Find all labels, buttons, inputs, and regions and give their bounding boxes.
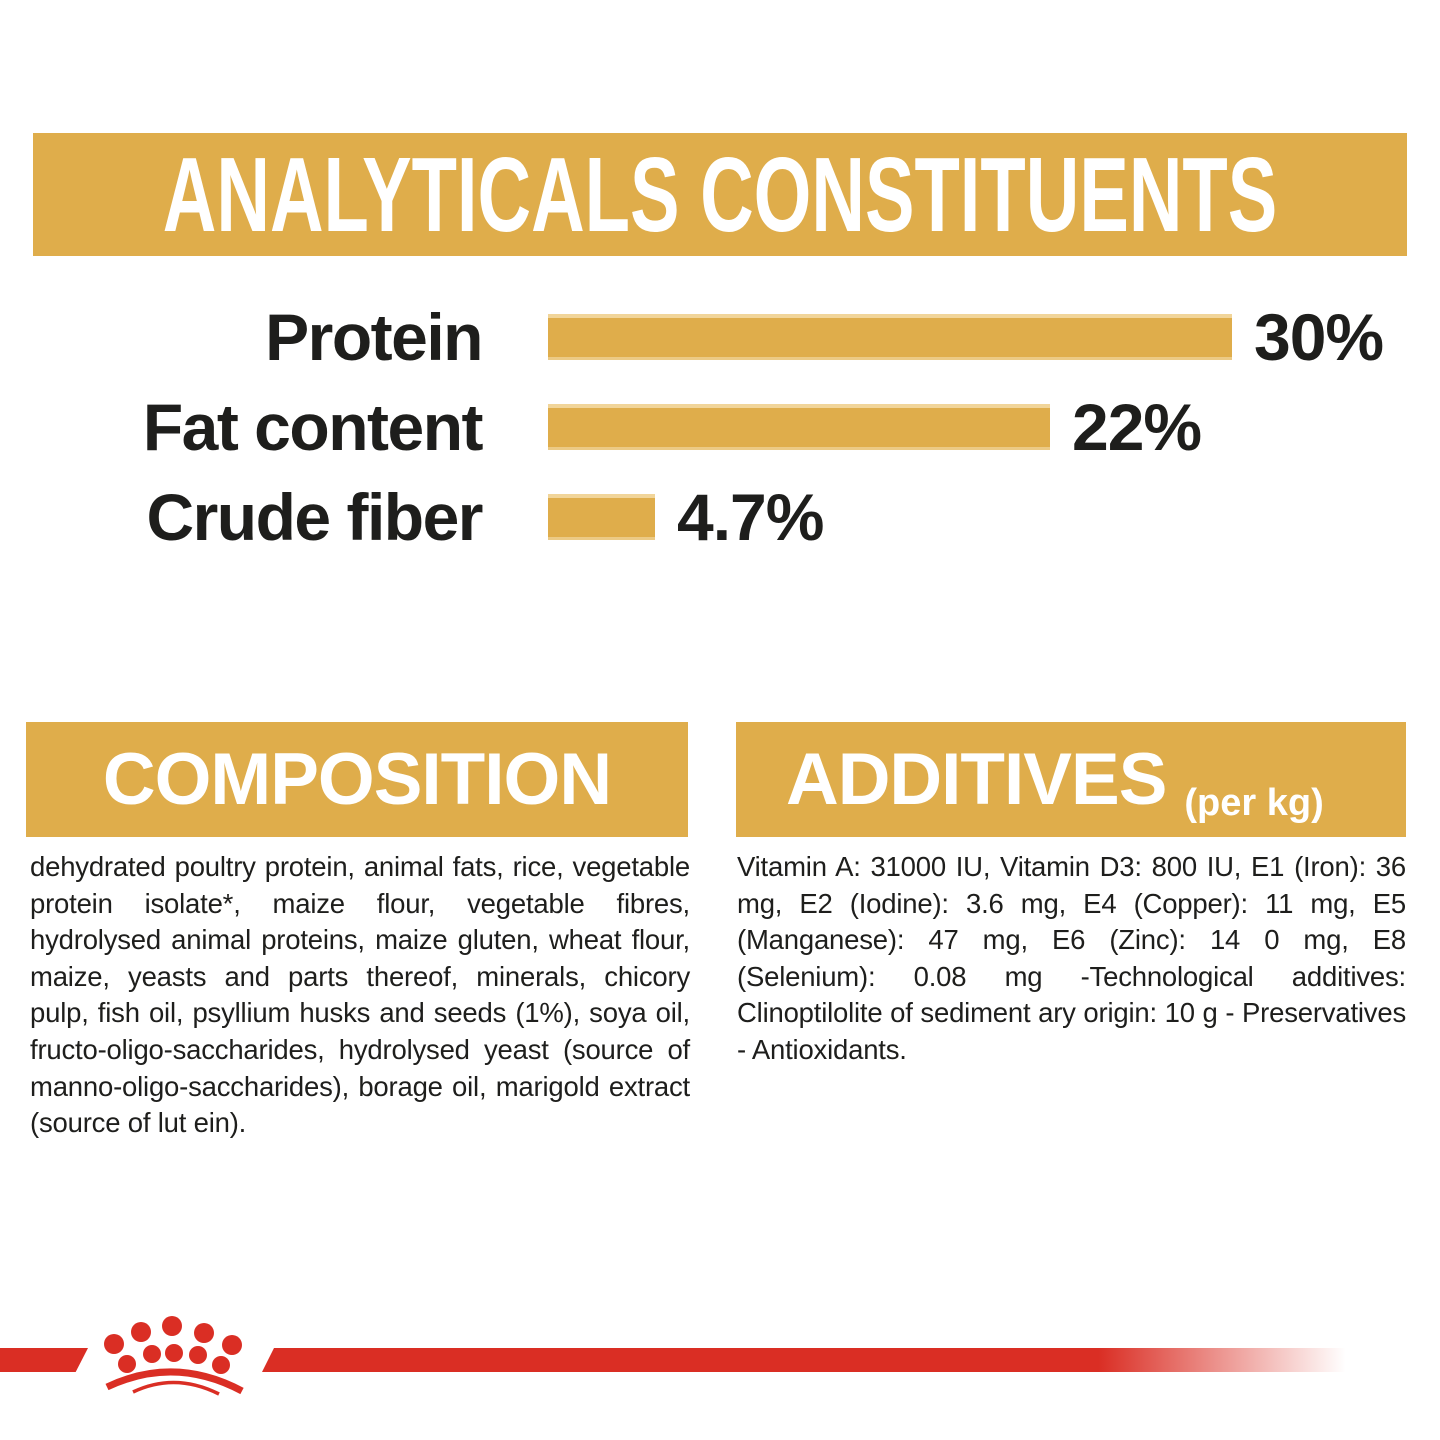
composition-banner: COMPOSITION: [26, 722, 688, 837]
additives-unit: (per kg): [1184, 782, 1324, 824]
bar-value: 30%: [1254, 300, 1384, 374]
bar-row-crude-fiber: Crude fiber 4.7%: [0, 472, 1440, 562]
nutrient-bar-chart: Protein 30% Fat content 22% Crude fiber …: [0, 292, 1440, 562]
brand-band-left: [0, 1348, 88, 1372]
analytical-constituents-title: ANALYTICALS CONSTITUENTS: [162, 135, 1278, 254]
bar: [548, 494, 655, 540]
bar-label: Protein: [265, 300, 483, 374]
composition-title: COMPOSITION: [102, 739, 612, 820]
composition-text: dehydrated poultry protein, animal fats,…: [30, 851, 690, 1139]
bar: [548, 404, 1050, 450]
royal-canin-crown-icon: [104, 1316, 244, 1396]
bar-row-fat-content: Fat content 22%: [0, 382, 1440, 472]
bar-value: 22%: [1072, 390, 1202, 464]
additives-banner: ADDITIVES (per kg): [736, 722, 1406, 837]
bar-row-protein: Protein 30%: [0, 292, 1440, 382]
analytical-constituents-banner: ANALYTICALS CONSTITUENTS: [33, 133, 1407, 256]
additives-text: Vitamin A: 31000 IU, Vitamin D3: 800 IU,…: [737, 851, 1406, 1065]
bar-value: 4.7%: [677, 480, 824, 554]
additives-title: ADDITIVES: [786, 739, 1167, 820]
bar-label: Crude fiber: [146, 480, 483, 554]
bar: [548, 314, 1232, 360]
bar-label: Fat content: [142, 390, 484, 464]
brand-band-right: [262, 1348, 1440, 1372]
